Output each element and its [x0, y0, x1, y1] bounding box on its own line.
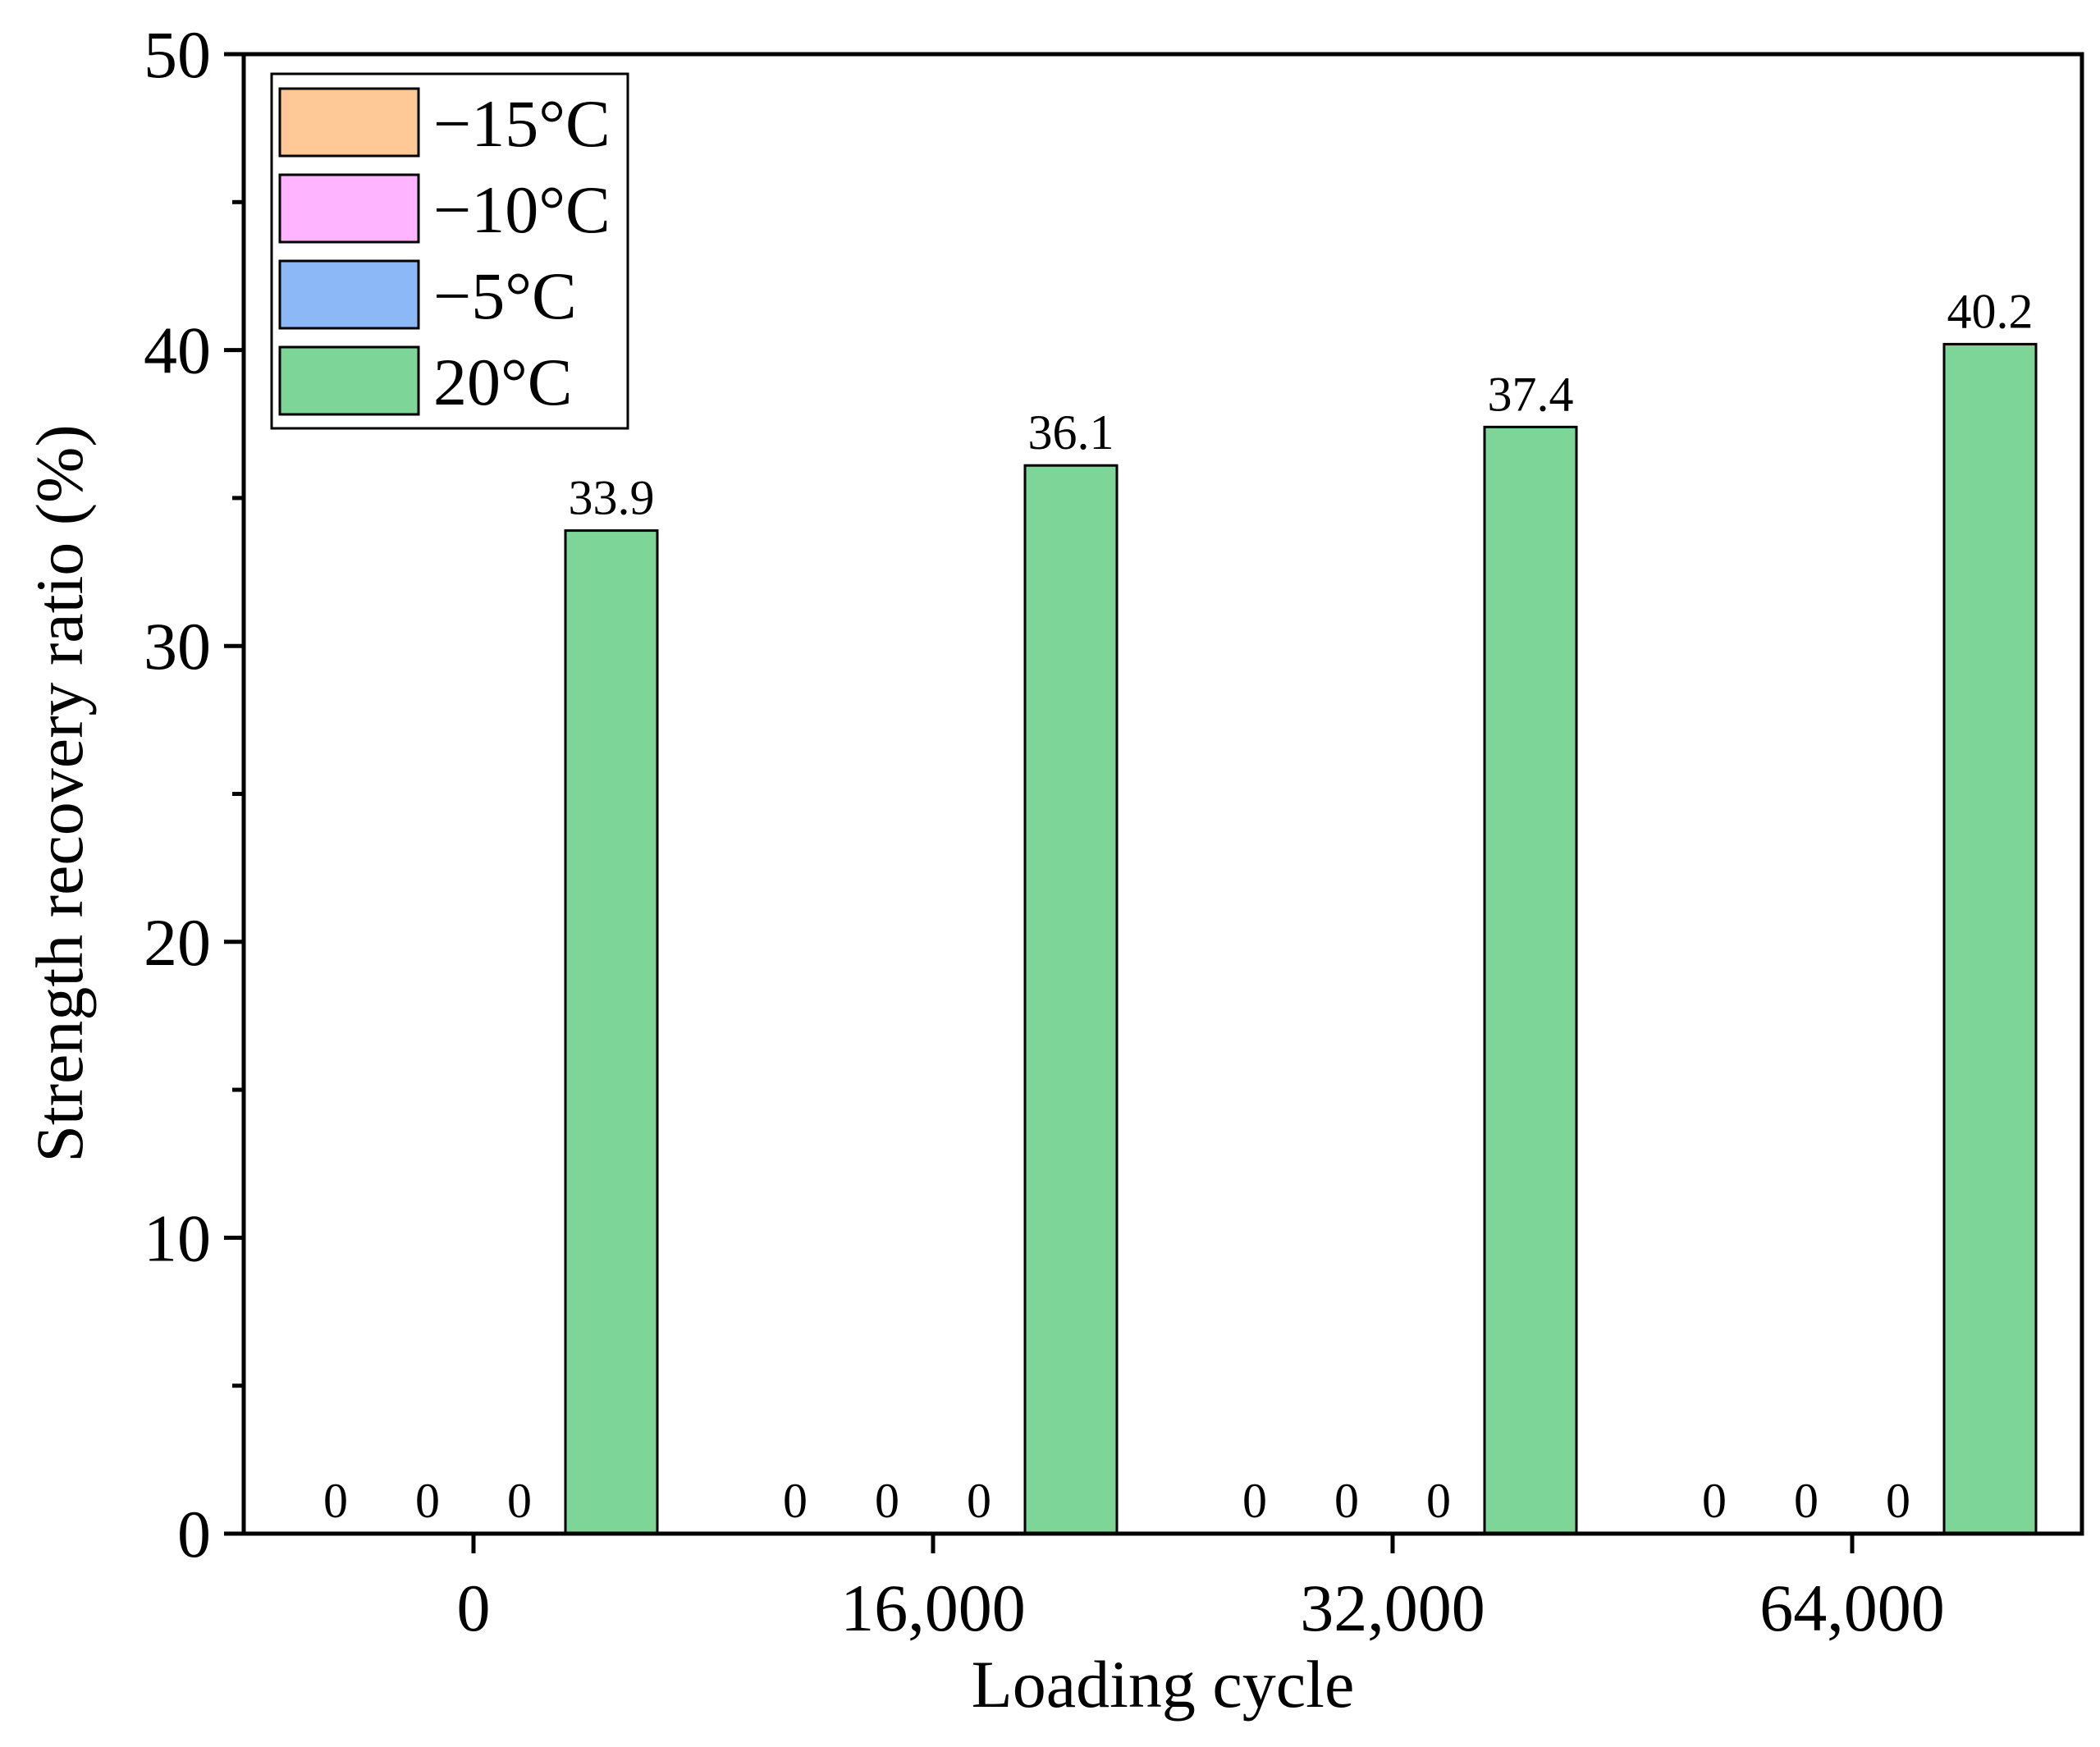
x-axis-title: Loading cycle [972, 1647, 1355, 1722]
data-label-15-C-0: 0 [323, 1474, 348, 1528]
data-label-5-C-16-000: 0 [967, 1474, 991, 1528]
y-axis: 0 10 20 30 40 50 [144, 17, 244, 1571]
data-label-20-C-64-000: 40.2 [1947, 284, 2034, 338]
data-label-20-C-0: 33.9 [569, 471, 655, 525]
y-tick-label: 30 [144, 609, 211, 684]
data-label-15-C-32-000: 0 [1242, 1474, 1267, 1528]
y-tick-label: 50 [144, 17, 211, 92]
legend: −15°C −10°C −5°C 20°C [270, 72, 629, 430]
legend-label-15-C: −15°C [433, 86, 611, 161]
data-label-5-C-0: 0 [507, 1474, 532, 1528]
y-axis-title: Strength recovery ratio (%) [22, 424, 97, 1162]
y-tick-label: 0 [177, 1497, 211, 1571]
bar-20-C-16-000 [1023, 464, 1119, 1535]
data-labels-layer: 0 0 0 33.9 0 0 0 36.1 0 0 0 37.4 0 0 0 40.2 [323, 284, 2034, 1528]
y-tick-label: 20 [144, 905, 211, 980]
y-tick-label: 10 [144, 1200, 211, 1275]
y-tick-label: 40 [144, 313, 211, 388]
legend-swatch-15-C [278, 87, 420, 158]
legend-swatch-20-C [278, 345, 420, 416]
data-label-5-C-64-000: 0 [1886, 1474, 1910, 1528]
legend-label-20-C: 20°C [433, 345, 573, 419]
x-tick-label-16-000: 16,000 [840, 1571, 1026, 1645]
x-axis: 0 16,000 32,000 64,000 [457, 1534, 1945, 1645]
data-label-5-C-32-000: 0 [1426, 1474, 1451, 1528]
legend-swatch-5-C [278, 259, 420, 330]
data-label-10-C-16-000: 0 [875, 1474, 899, 1528]
bars-layer [564, 342, 2038, 1535]
data-label-10-C-0: 0 [415, 1474, 440, 1528]
x-tick-label-0: 0 [457, 1571, 491, 1645]
bar-20-C-64-000 [1942, 342, 2038, 1535]
data-label-15-C-64-000: 0 [1702, 1474, 1727, 1528]
data-label-15-C-16-000: 0 [783, 1474, 808, 1528]
bar-20-C-0 [564, 529, 659, 1535]
legend-label-5-C: −5°C [433, 258, 577, 333]
data-label-10-C-64-000: 0 [1794, 1474, 1819, 1528]
legend-label-10-C: −10°C [433, 172, 611, 247]
x-tick-label-64-000: 64,000 [1759, 1571, 1945, 1645]
data-label-20-C-16-000: 36.1 [1028, 405, 1114, 460]
data-label-10-C-32-000: 0 [1334, 1474, 1359, 1528]
data-label-20-C-32-000: 37.4 [1488, 367, 1574, 421]
bar-20-C-32-000 [1483, 425, 1578, 1535]
legend-swatch-10-C [278, 173, 420, 244]
x-tick-label-32-000: 32,000 [1300, 1571, 1485, 1645]
